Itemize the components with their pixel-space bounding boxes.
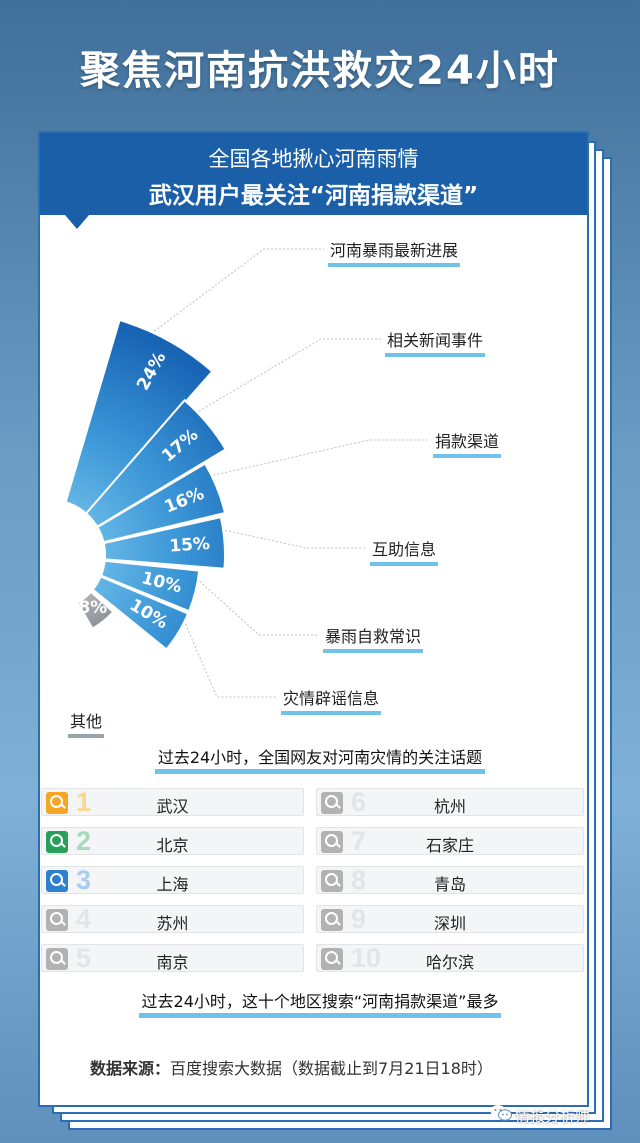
leader-line [154,248,324,332]
watermark: 情报分析师 [515,1107,591,1125]
pie-slice [99,559,201,613]
rank-number: 9 [351,904,367,934]
city-name: 南京 [156,953,189,972]
slice-percent-label: 15% [169,534,211,557]
search-icon [321,948,343,970]
pie-slice [102,515,226,570]
data-source: 数据来源：百度搜索大数据（数据截止到7月21日18时） [90,1059,493,1078]
slice-category-label: 捐款渠道 [433,428,502,458]
pie-slice [76,590,115,630]
city-name: 哈尔滨 [425,953,474,972]
search-icon [321,792,343,814]
page-title: 聚焦河南抗洪救灾24小时 [80,48,560,94]
rank-number: 5 [76,943,92,973]
rank-number: 8 [351,865,367,895]
ranking-item: 6 杭州 [316,787,584,817]
city-name: 武汉 [156,797,189,816]
wechat-icon [490,1105,512,1121]
ranking-caption: 过去24小时，这十个地区搜索“河南捐款渠道”最多 [0,988,640,1018]
slice-category-label: 互助信息 [370,536,439,566]
pie-slice [84,398,228,529]
header-pointer [65,215,89,229]
pie-slice [96,462,227,544]
leader-line [225,529,366,549]
slice-percent-label: 8% [78,598,107,618]
leader-line [199,581,319,636]
city-name: 苏州 [156,914,189,933]
city-name: 杭州 [433,797,466,816]
slice-category-label: 暴雨自救常识 [323,623,424,653]
rank-number: 4 [76,904,92,934]
ranking-item: 1 武汉 [41,787,304,817]
ranking-item: 8 青岛 [316,865,584,895]
city-name: 上海 [156,875,189,894]
ranking-item: 9 深圳 [316,904,584,934]
pie-slice [64,318,214,516]
card-header: 全国各地揪心河南雨情 武汉用户最关注“河南捐款渠道” [40,133,587,215]
ranking-item: 7 石家庄 [316,826,584,856]
search-icon [321,870,343,892]
leader-line [198,338,381,412]
slice-category-label: 其他 [68,708,105,738]
pie-chart: 24%17%16%15%10%10%8% [64,248,429,698]
city-name: 北京 [156,836,189,855]
slice-category-label: 相关新闻事件 [385,327,486,357]
rank-number: 6 [351,787,367,817]
header-line-2: 武汉用户最关注“河南捐款渠道” [148,183,479,209]
rank-number: 7 [351,826,367,856]
ranking-item: 3 上海 [41,865,304,895]
ranking-item: 5 南京 [41,943,304,973]
search-icon [46,909,68,931]
slice-category-label: 灾情辟谣信息 [281,685,382,715]
city-name: 青岛 [433,875,466,894]
rank-number: 3 [76,865,92,895]
city-name: 石家庄 [425,836,474,855]
search-icon [46,948,68,970]
leader-line [213,439,429,476]
search-icon [46,792,68,814]
rank-number: 10 [351,943,382,973]
search-icon [46,870,68,892]
chart-subtitle: 过去24小时，全国网友对河南灾情的关注话题 [0,744,640,774]
city-name: 深圳 [433,914,466,933]
search-icon [321,831,343,853]
rank-number: 2 [76,826,92,856]
ranking-item: 10 哈尔滨 [316,943,584,973]
header-line-1: 全国各地揪心河南雨情 [208,147,419,171]
pie-slice [91,575,190,651]
search-icon [46,831,68,853]
slice-category-label: 河南暴雨最新进展 [328,237,461,267]
search-icon [321,909,343,931]
ranking-item: 4 苏州 [41,904,304,934]
rank-number: 1 [76,787,92,817]
ranking-item: 2 北京 [41,826,304,856]
